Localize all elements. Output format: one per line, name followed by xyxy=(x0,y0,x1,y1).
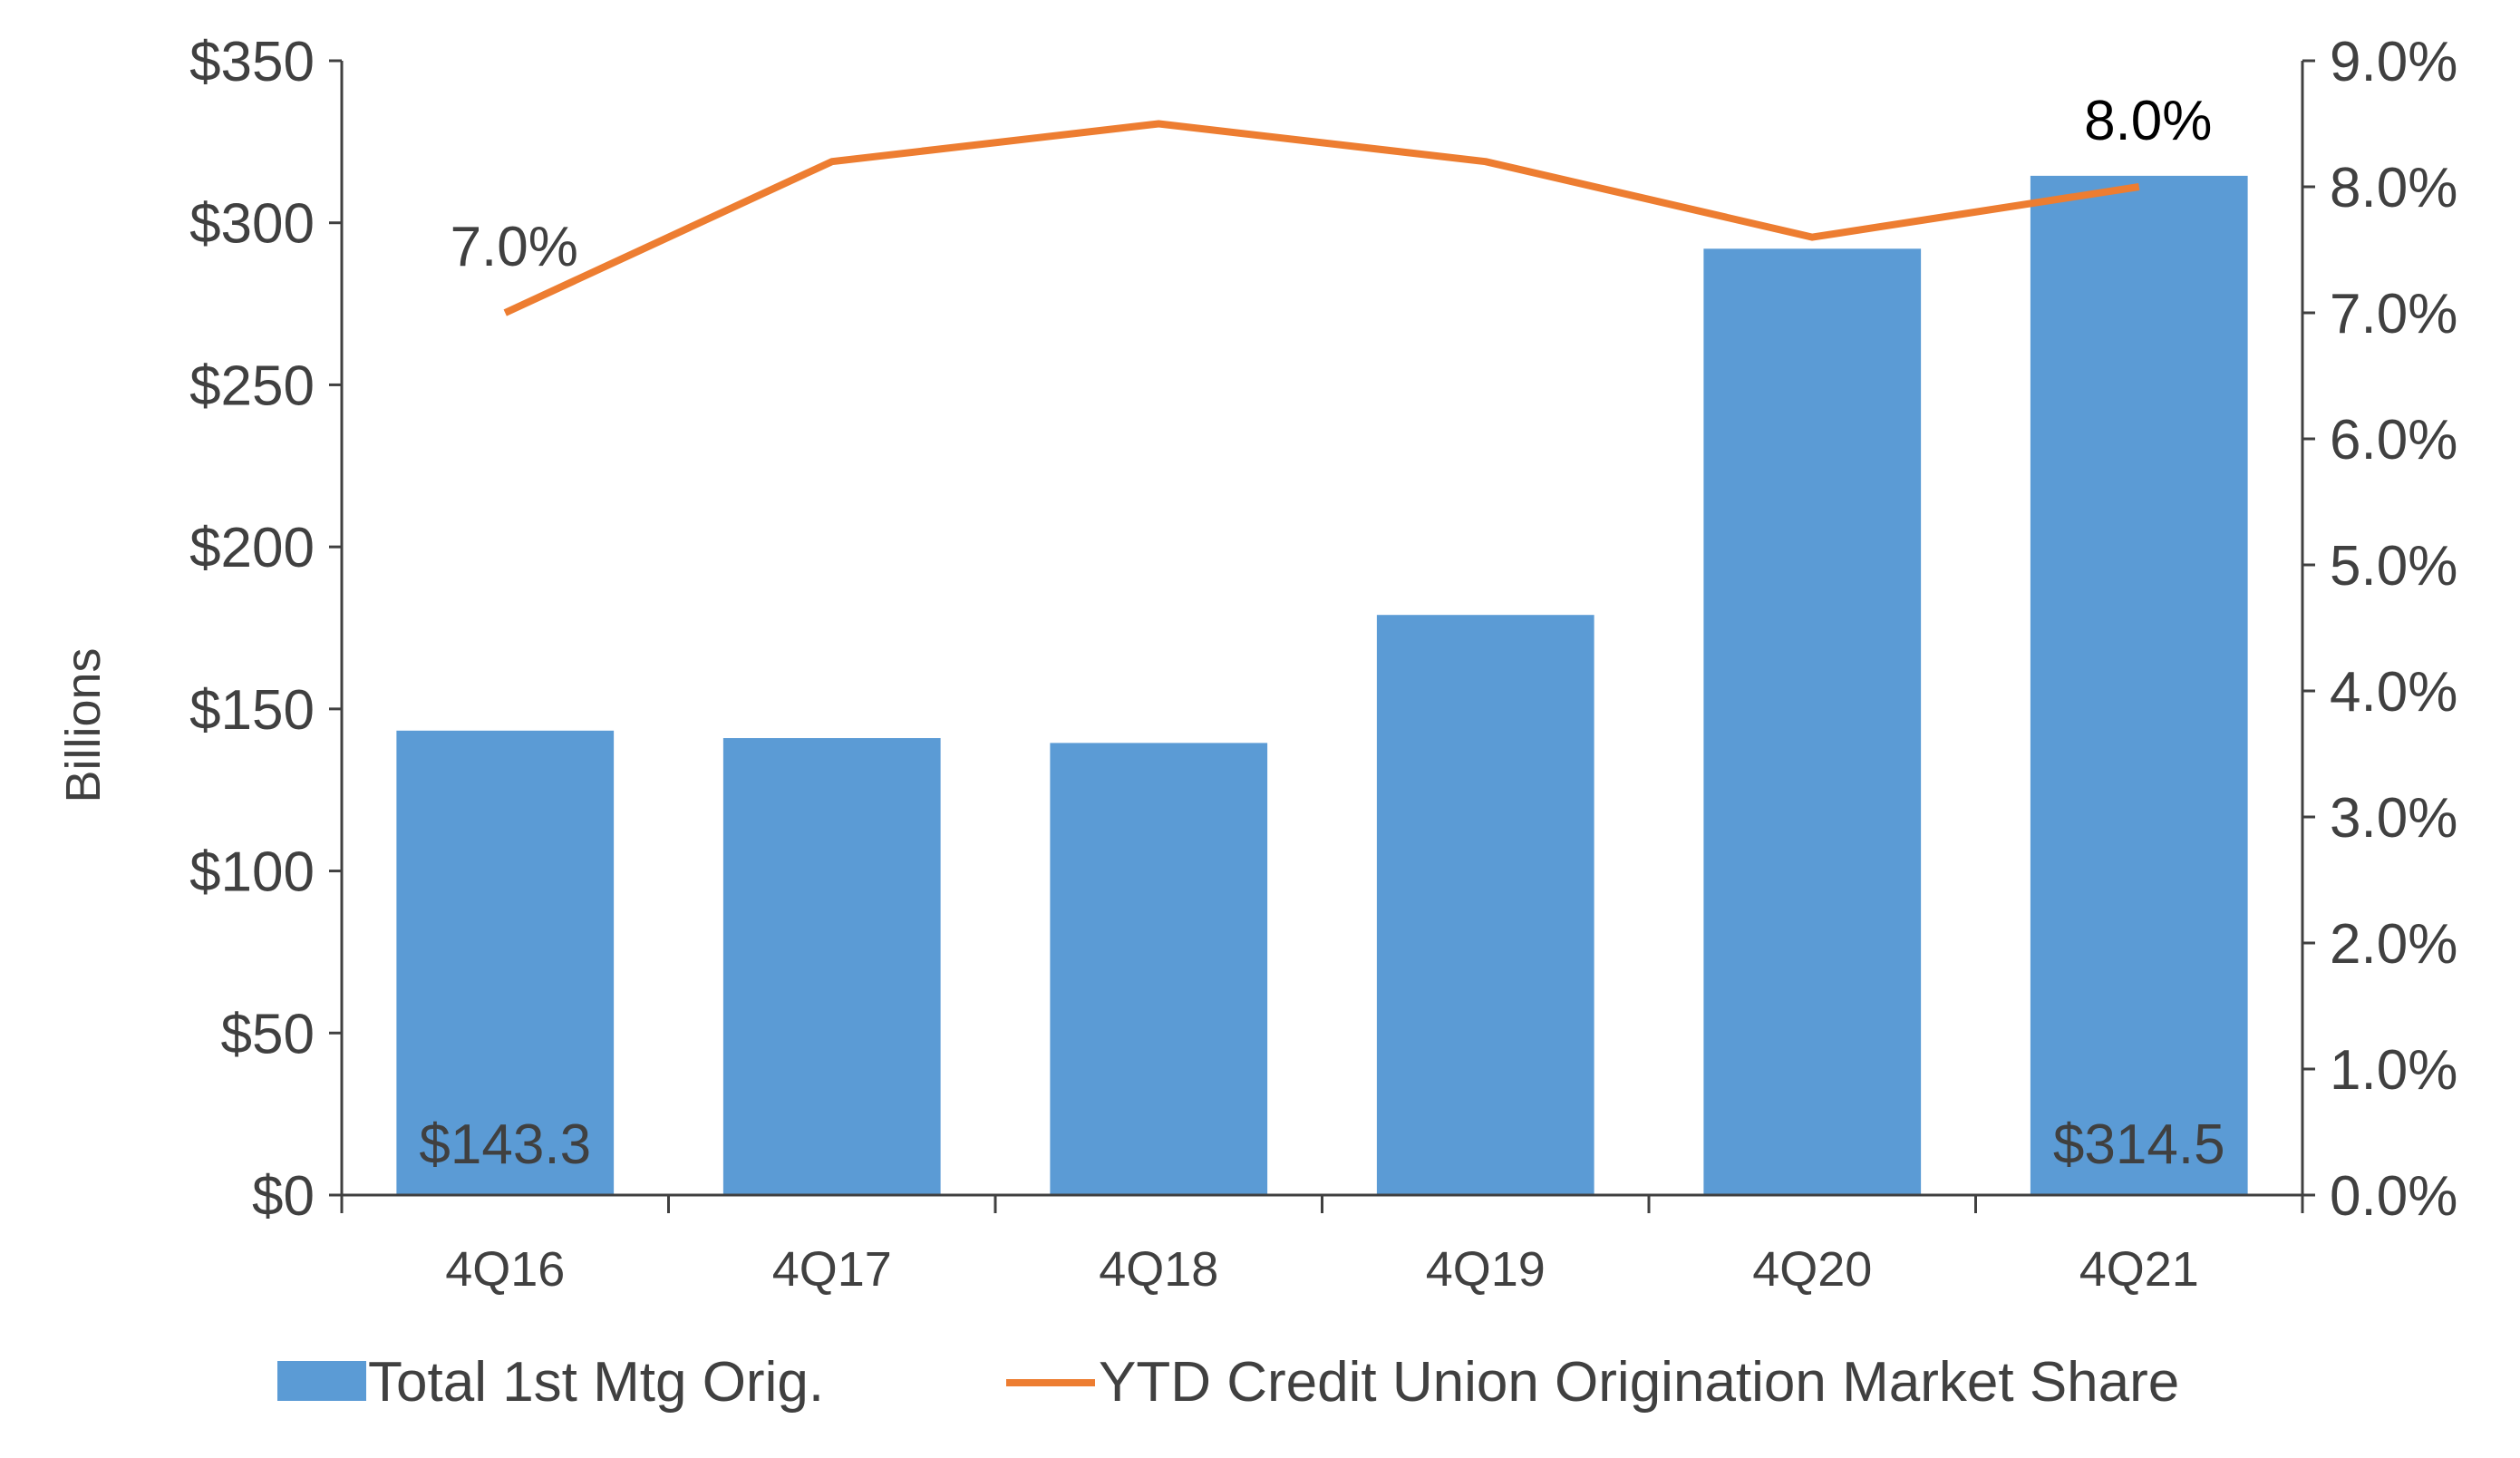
market-share-line xyxy=(503,120,2140,316)
line-data-label: 8.0% xyxy=(2084,90,2212,152)
y-tick-label-right: 8.0% xyxy=(2330,157,2457,219)
x-tick-label: 4Q20 xyxy=(1752,1242,1872,1297)
bar-4Q16 xyxy=(396,730,615,1195)
y-tick-label-right: 0.0% xyxy=(2330,1165,2457,1228)
line-data-label: 7.0% xyxy=(451,216,578,278)
x-tick-label: 4Q17 xyxy=(772,1242,892,1297)
legend-swatch-bar xyxy=(277,1361,366,1401)
y-tick-label-left: $100 xyxy=(189,841,315,904)
legend: Total 1st Mtg Orig. YTD Credit Union Orig… xyxy=(277,1351,2179,1414)
x-tick-label: 4Q16 xyxy=(445,1242,565,1297)
bar-4Q20 xyxy=(1703,248,1922,1195)
axes: $0 $50 $100 $150 $200 $250 $300 $350 0.0% 1.0% 2.0… xyxy=(189,31,2457,1297)
y-tick-label-right: 6.0% xyxy=(2330,409,2457,471)
y-tick-label-right: 9.0% xyxy=(2330,31,2457,93)
x-tick-label: 4Q21 xyxy=(2079,1242,2199,1297)
y-tick-label-left: $0 xyxy=(252,1165,315,1228)
legend-label-line: YTD Credit Union Origination Market Shar… xyxy=(1099,1351,2179,1414)
y-tick-label-left: $150 xyxy=(189,679,315,742)
bar-4Q19 xyxy=(1376,615,1594,1195)
y-tick-label-right: 5.0% xyxy=(2330,535,2457,598)
bar-4Q17 xyxy=(722,738,941,1195)
bar-data-label: $143.3 xyxy=(419,1113,591,1176)
bar-4Q18 xyxy=(1050,743,1268,1195)
data-labels: $143.3 $314.5 7.0% 8.0% xyxy=(419,90,2224,1176)
x-tick-label: 4Q19 xyxy=(1426,1242,1546,1297)
y-tick-label-right: 1.0% xyxy=(2330,1039,2457,1102)
y-tick-label-left: $350 xyxy=(189,31,315,93)
y-tick-label-right: 3.0% xyxy=(2330,787,2457,850)
y-tick-label-left: $250 xyxy=(189,355,315,417)
bar-4Q21 xyxy=(2030,175,2248,1195)
legend-label-bar: Total 1st Mtg Orig. xyxy=(368,1351,824,1414)
y-tick-label-right: 7.0% xyxy=(2330,283,2457,345)
line-series xyxy=(503,120,2140,316)
bar-data-label: $314.5 xyxy=(2053,1113,2225,1176)
y-tick-label-left: $50 xyxy=(221,1003,315,1065)
x-tick-label: 4Q18 xyxy=(1099,1242,1218,1297)
y-tick-label-left: $300 xyxy=(189,193,315,256)
bar-series xyxy=(396,175,2248,1195)
y-tick-label-right: 2.0% xyxy=(2330,913,2457,976)
y-tick-label-right: 4.0% xyxy=(2330,661,2457,724)
y-tick-label-left: $200 xyxy=(189,517,315,579)
y-axis-title: Billions xyxy=(56,647,111,802)
